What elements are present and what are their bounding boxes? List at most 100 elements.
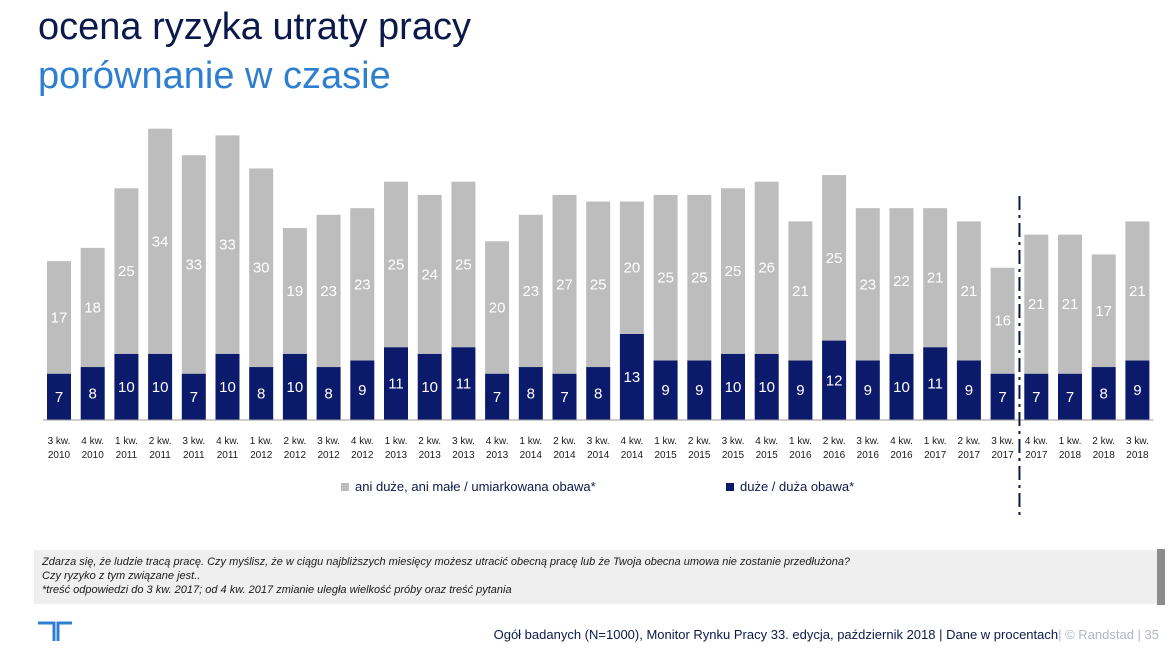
bar-moderate-concern — [923, 208, 948, 348]
tick-label-year: 2018 — [1093, 450, 1116, 461]
bar-moderate-concern — [990, 267, 1015, 374]
legend-label-high: duże / duża obawa* — [740, 479, 855, 494]
tick-label-year: 2016 — [823, 450, 846, 461]
data-label-high: 7 — [560, 389, 568, 406]
bar-high-concern — [586, 367, 611, 420]
tick-label-year: 2014 — [587, 450, 610, 461]
bar-high-concern — [619, 333, 644, 420]
data-label-high: 9 — [358, 382, 366, 399]
tick-label-quarter: 1 kw. — [654, 436, 677, 447]
tick-label-quarter: 1 kw. — [250, 436, 273, 447]
tick-label-quarter: 4 kw. — [621, 436, 644, 447]
data-label-moderate: 21 — [961, 283, 978, 300]
data-label-moderate: 16 — [994, 313, 1011, 330]
bar-high-concern — [518, 367, 543, 420]
tick-label-quarter: 2 kw. — [418, 436, 441, 447]
data-label-moderate: 34 — [152, 233, 169, 250]
legend-swatch-grey — [341, 482, 349, 491]
bar-moderate-concern — [181, 155, 206, 374]
tick-label-quarter: 4 kw. — [486, 436, 509, 447]
data-label-high: 8 — [324, 386, 332, 403]
data-label-high: 11 — [456, 376, 472, 393]
data-label-moderate: 25 — [826, 250, 843, 267]
bar-high-concern — [1091, 367, 1116, 420]
data-label-moderate: 25 — [388, 256, 405, 273]
note-line-subquestion: Czy ryzyko z tym związane jest.. — [42, 570, 201, 582]
bar-high-concern — [80, 367, 105, 420]
tick-label-quarter: 4 kw. — [890, 436, 913, 447]
bar-moderate-concern — [148, 128, 173, 354]
data-label-high: 10 — [725, 379, 742, 396]
bar-high-concern — [451, 347, 476, 420]
tick-label-year: 2013 — [419, 450, 442, 461]
data-label-high: 8 — [257, 386, 265, 403]
bar-moderate-concern — [114, 188, 139, 354]
data-label-moderate: 20 — [489, 299, 506, 316]
data-label-high: 11 — [388, 376, 404, 393]
data-label-moderate: 33 — [219, 237, 236, 254]
tick-label-quarter: 1 kw. — [519, 436, 542, 447]
tick-label-year: 2013 — [452, 450, 475, 461]
tick-label-quarter: 1 kw. — [924, 436, 947, 447]
data-label-high: 9 — [864, 382, 872, 399]
tick-label-quarter: 4 kw. — [755, 436, 778, 447]
bar-moderate-concern — [417, 194, 442, 354]
bar-moderate-concern — [316, 214, 341, 368]
bar-high-concern — [215, 353, 240, 420]
tick-label-quarter: 1 kw. — [115, 436, 138, 447]
bar-high-concern — [485, 373, 510, 420]
data-label-moderate: 23 — [354, 276, 371, 293]
data-label-moderate: 21 — [1129, 283, 1146, 300]
data-label-moderate: 33 — [185, 256, 202, 273]
tick-label-year: 2015 — [756, 450, 779, 461]
bar-moderate-concern — [956, 221, 981, 361]
randstad-logo-icon — [38, 621, 72, 641]
data-label-high: 7 — [998, 389, 1006, 406]
tick-label-year: 2018 — [1059, 450, 1082, 461]
bar-high-concern — [181, 373, 206, 420]
data-label-high: 7 — [493, 389, 501, 406]
bar-moderate-concern — [586, 201, 611, 368]
bar-moderate-concern — [1024, 234, 1049, 374]
bar-high-concern — [956, 360, 981, 420]
bar-high-concern — [552, 373, 577, 420]
data-label-moderate: 18 — [84, 299, 101, 316]
data-label-high: 7 — [55, 389, 63, 406]
tick-label-year: 2010 — [48, 450, 71, 461]
tick-label-quarter: 2 kw. — [958, 436, 981, 447]
tick-label-quarter: 3 kw. — [722, 436, 745, 447]
bar-moderate-concern — [1091, 254, 1116, 368]
note-line-question: Zdarza się, że ludzie tracą pracę. Czy m… — [42, 556, 851, 568]
bar-high-concern — [1125, 360, 1150, 420]
tick-label-year: 2011 — [149, 450, 171, 461]
data-label-moderate: 25 — [118, 263, 135, 280]
tick-label-quarter: 1 kw. — [1059, 436, 1082, 447]
data-label-high: 10 — [893, 379, 910, 396]
footer-source: Ogół badanych (N=1000), Monitor Rynku Pr… — [493, 627, 1059, 642]
footer-brand: | © Randstad | 35 — [1058, 627, 1159, 642]
tick-label-year: 2012 — [250, 450, 273, 461]
data-label-moderate: 17 — [51, 309, 68, 326]
tick-label-quarter: 4 kw. — [216, 436, 239, 447]
data-label-high: 11 — [927, 376, 943, 393]
bar-moderate-concern — [653, 194, 678, 361]
bar-high-concern — [249, 367, 274, 420]
bar-moderate-concern — [1058, 234, 1082, 374]
bar-moderate-concern — [485, 241, 510, 374]
tick-label-quarter: 4 kw. — [351, 436, 374, 447]
tick-label-quarter: 3 kw. — [182, 436, 205, 447]
bar-high-concern — [282, 353, 307, 420]
bar-high-concern — [822, 340, 847, 420]
data-label-high: 8 — [527, 386, 535, 403]
tick-label-quarter: 1 kw. — [385, 436, 408, 447]
tick-label-quarter: 3 kw. — [587, 436, 610, 447]
tick-label-year: 2011 — [116, 450, 138, 461]
data-label-moderate: 30 — [253, 260, 270, 277]
page-subtitle: porównanie w czasie — [38, 55, 391, 97]
bar-moderate-concern — [215, 135, 240, 354]
bar-high-concern — [990, 373, 1015, 420]
bar-high-concern — [350, 360, 375, 420]
tick-label-year: 2015 — [722, 450, 745, 461]
data-label-moderate: 23 — [320, 283, 337, 300]
